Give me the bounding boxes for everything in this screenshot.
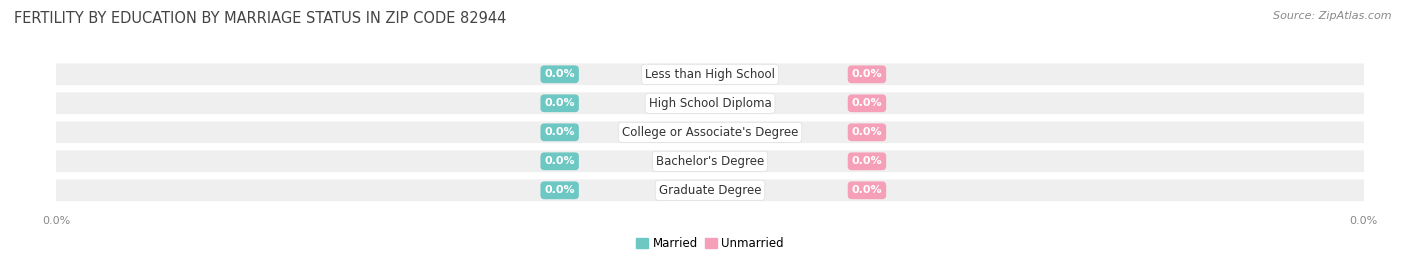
Text: 0.0%: 0.0% — [852, 127, 882, 137]
Text: 0.0%: 0.0% — [544, 98, 575, 108]
FancyBboxPatch shape — [37, 122, 1384, 143]
Text: 0.0%: 0.0% — [852, 156, 882, 166]
Text: Graduate Degree: Graduate Degree — [659, 184, 761, 197]
Text: 0.0%: 0.0% — [544, 127, 575, 137]
Text: Bachelor's Degree: Bachelor's Degree — [657, 155, 763, 168]
Text: 0.0%: 0.0% — [852, 69, 882, 79]
Text: College or Associate's Degree: College or Associate's Degree — [621, 126, 799, 139]
Text: FERTILITY BY EDUCATION BY MARRIAGE STATUS IN ZIP CODE 82944: FERTILITY BY EDUCATION BY MARRIAGE STATU… — [14, 11, 506, 26]
Text: Less than High School: Less than High School — [645, 68, 775, 81]
Text: 0.0%: 0.0% — [852, 185, 882, 195]
Text: 0.0%: 0.0% — [852, 98, 882, 108]
Text: 0.0%: 0.0% — [544, 69, 575, 79]
Text: 0.0%: 0.0% — [544, 156, 575, 166]
FancyBboxPatch shape — [37, 63, 1384, 85]
Text: High School Diploma: High School Diploma — [648, 97, 772, 110]
Text: 0.0%: 0.0% — [544, 185, 575, 195]
FancyBboxPatch shape — [37, 180, 1384, 201]
FancyBboxPatch shape — [37, 150, 1384, 172]
FancyBboxPatch shape — [37, 92, 1384, 114]
Legend: Married, Unmarried: Married, Unmarried — [631, 232, 789, 255]
Text: Source: ZipAtlas.com: Source: ZipAtlas.com — [1274, 11, 1392, 21]
